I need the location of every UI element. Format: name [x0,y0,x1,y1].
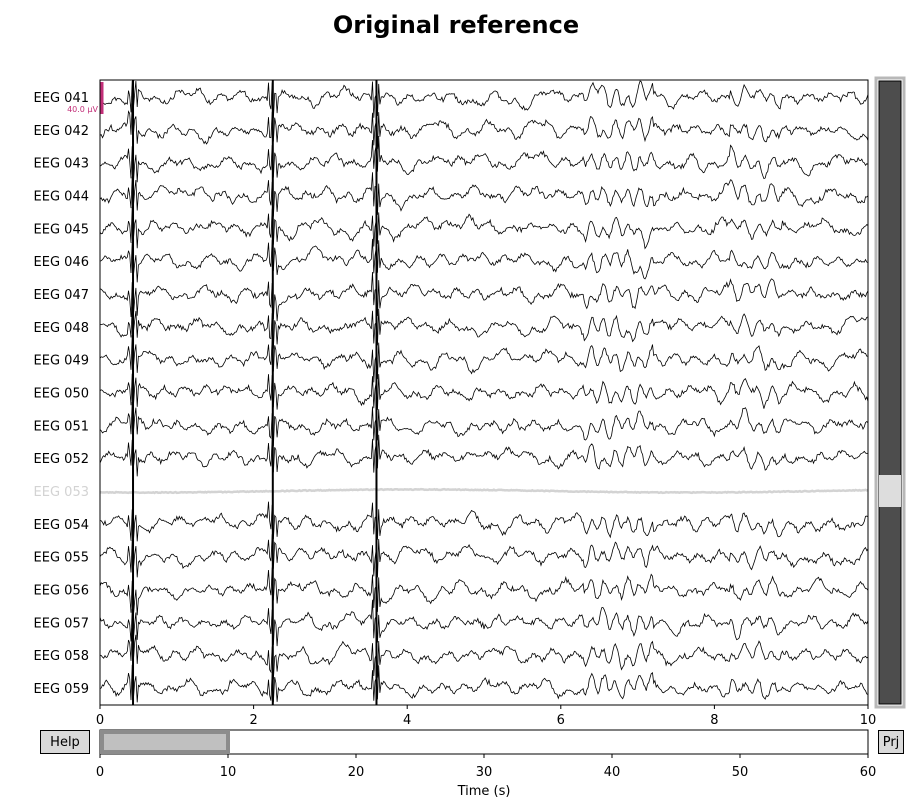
view-window-thumb[interactable] [100,730,230,754]
projectors-button[interactable]: Prj [878,730,904,754]
traces-group [99,80,869,705]
overview-tick-label: 0 [96,765,104,780]
overview-x-axis-label: Time (s) [457,784,511,799]
channel-trace[interactable] [99,373,869,410]
scale-bar-label: 40.0 µV [67,105,98,114]
channel-trace[interactable] [99,135,869,183]
channel-label[interactable]: EEG 057 [34,616,89,631]
overview-tick-label: 10 [220,765,237,780]
channel-label[interactable]: EEG 049 [34,354,89,369]
x-tick-label: 10 [860,713,877,728]
channel-trace[interactable] [99,664,869,703]
overview-x-ticks: 0 10 20 30 40 50 60 [96,754,876,780]
channel-label[interactable]: EEG 052 [34,452,89,467]
channel-label[interactable]: EEG 054 [34,518,89,533]
channel-label[interactable]: EEG 048 [34,321,89,336]
channel-trace[interactable] [99,567,869,616]
channel-label[interactable]: EEG 051 [34,419,89,434]
channel-trace[interactable] [99,335,869,383]
channel-trace[interactable] [99,80,869,119]
channel-label[interactable]: EEG 042 [34,124,89,139]
bad-channel-marker [879,475,901,507]
channel-trace[interactable] [99,487,869,495]
channel-trace[interactable] [99,401,869,446]
channel-label[interactable]: EEG 041 [34,91,89,106]
channel-labels: EEG 041 EEG 042 EEG 043 EEG 044 EEG 045 EEG 0… [34,91,89,697]
x-axis-ticks: 0 2 4 6 8 10 [96,705,876,728]
channel-trace[interactable] [99,172,869,217]
overview-tick-label: 50 [732,765,749,780]
overview-tick-label: 30 [476,765,493,780]
x-tick-label: 2 [249,713,257,728]
x-tick-label: 6 [557,713,565,728]
channel-trace[interactable] [99,628,869,680]
chart-title: Original reference [332,11,580,39]
overview-tick-label: 40 [604,765,621,780]
channel-label[interactable]: EEG 043 [34,157,89,172]
channel-trace[interactable] [99,238,869,283]
scrollbar-track[interactable] [878,80,902,705]
channel-label[interactable]: EEG 047 [34,288,89,303]
channel-trace[interactable] [99,599,869,647]
time-scrollbar[interactable]: 0 10 20 30 40 50 60 Time (s) [96,729,876,799]
channel-trace[interactable] [99,271,869,322]
channel-label[interactable]: EEG 056 [34,584,89,599]
channel-trace[interactable] [99,501,869,542]
channel-trace[interactable] [99,434,869,477]
channel-label[interactable]: EEG 058 [34,649,89,664]
channel-label[interactable]: EEG 046 [34,255,89,270]
channel-label[interactable]: EEG 050 [34,387,89,402]
channel-label[interactable]: EEG 059 [34,682,89,697]
channel-label[interactable]: EEG 045 [34,222,89,237]
overview-tick-label: 20 [348,765,365,780]
channel-trace[interactable] [99,306,869,349]
x-tick-label: 0 [96,713,104,728]
help-button[interactable]: Help [40,730,90,754]
channel-trace[interactable] [99,103,869,149]
overview-tick-label: 60 [860,765,877,780]
channel-label[interactable]: EEG 055 [34,551,89,566]
channel-trace[interactable] [99,534,869,578]
channel-trace[interactable] [99,206,869,250]
channel-scrollbar[interactable] [874,76,906,709]
traces-frame [99,79,869,706]
channel-label[interactable]: EEG 053 [34,485,89,500]
traces-axis: EEG 041 EEG 042 EEG 043 EEG 044 EEG 045 EEG 0… [34,79,876,728]
x-tick-label: 8 [710,713,718,728]
scale-bar: 40.0 µV [67,82,104,114]
x-tick-label: 4 [403,713,411,728]
channel-label[interactable]: EEG 044 [34,190,89,205]
